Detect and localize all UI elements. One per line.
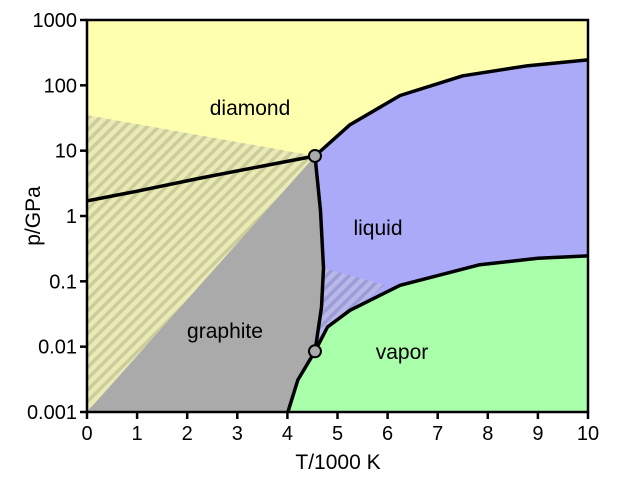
triple-point [307,344,322,359]
x-tick-label: 8 [482,423,493,445]
region-label-liquid: liquid [353,217,402,240]
x-tick-label: 6 [382,423,393,445]
y-tick-label: 1000 [33,10,78,32]
x-tick-label: 10 [577,423,599,445]
x-tick-label: 1 [132,423,143,445]
metastable-region [317,268,386,344]
y-tick-label: 0.01 [38,337,77,359]
x-tick-label: 5 [332,423,343,445]
y-axis-label: p/GPa [22,186,45,246]
x-tick-label: 0 [81,423,92,445]
x-axis-label: T/1000 K [295,451,380,474]
boundary-graphite-diamond [87,154,317,203]
y-tick-label: 0.1 [49,271,77,293]
boundary-diamond-liquid [313,58,588,158]
triple-point [307,148,322,163]
y-tick-label: 0.001 [27,402,77,424]
boundary-liquid-vapor [313,254,588,354]
plot-regions [87,20,588,412]
region-vapor [287,255,588,412]
x-tick-label: 4 [282,423,293,445]
region-label-graphite: graphite [187,320,263,343]
region-liquid [315,59,588,352]
axis-ticks: 0 1 2 3 4 5 6 7 8 9 10 0.001 0.01 0.1 1 10 100 1000 [27,10,599,445]
x-tick-label: 7 [432,423,443,445]
region-label-vapor: vapor [376,341,429,364]
x-tick-label: 3 [232,423,243,445]
boundary-graphite-liquid [313,154,326,354]
y-tick-label: 10 [55,141,77,163]
y-tick-label: 100 [44,75,77,97]
region-label-diamond: diamond [210,97,291,120]
x-tick-label: 2 [182,423,193,445]
boundary-graphite-vapor [286,349,317,412]
x-tick-label: 9 [532,423,543,445]
y-tick-label: 1 [66,206,77,228]
triple-points [307,148,322,359]
phase-boundaries [87,58,588,412]
